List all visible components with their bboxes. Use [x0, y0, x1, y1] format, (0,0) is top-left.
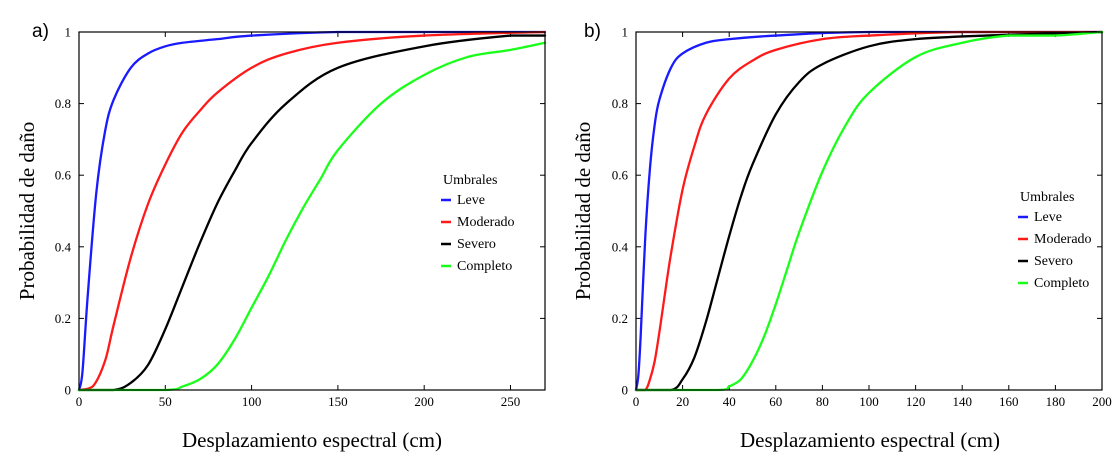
panel-a-x-tick-label: 250 — [501, 394, 521, 409]
panel-a-y-tick-label: 1 — [65, 25, 72, 40]
panel-b-x-axis-label: Desplazamiento espectral (cm) — [740, 428, 1000, 452]
panel-b-legend-label-moderado: Moderado — [1034, 232, 1092, 247]
panel-b-y-tick-label: 0 — [622, 383, 629, 398]
panel-a-legend-title: Umbrales — [443, 173, 497, 188]
panel-a-legend-label-leve: Leve — [457, 193, 485, 208]
panel-a-curve-moderado — [77, 30, 547, 392]
panel-a-plot-frame — [78, 31, 546, 391]
panel-b: b) Probabilidad de daño Desplazamiento e… — [571, 21, 1112, 452]
panel-b-y-axis-label: Probabilidad de daño — [571, 122, 595, 300]
panel-b-x-tick-label: 20 — [676, 394, 689, 409]
panel-b-y-tick-label: 0.2 — [612, 311, 628, 326]
panel-b-x-tick-label: 100 — [859, 394, 879, 409]
panel-b-legend-label-completo: Completo — [1034, 276, 1089, 291]
panel-a-y-tick-label: 0.2 — [55, 311, 71, 326]
panel-a-legend: Umbrales Leve Moderado Severo Completo — [441, 173, 515, 274]
panel-b-y-tick-label: 0.6 — [612, 168, 629, 183]
panel-b-x-tick-label: 180 — [1046, 394, 1066, 409]
panel-a-x-tick-label: 150 — [328, 394, 348, 409]
panel-a-curve-leve — [77, 30, 547, 392]
panel-a-curve-severo — [77, 34, 547, 392]
panel-b-x-tick-label: 200 — [1092, 394, 1112, 409]
panel-a-y-tick-label: 0.8 — [55, 96, 71, 111]
panel-a-x-tick-label: 50 — [159, 394, 172, 409]
panel-a-legend-label-severo: Severo — [457, 237, 496, 252]
panel-b-curve-leve — [634, 30, 1104, 392]
panel-b-legend-label-leve: Leve — [1034, 210, 1062, 225]
panel-a-legend-label-completo: Completo — [457, 259, 512, 274]
panel-b-legend-label-severo: Severo — [1034, 254, 1073, 269]
panel-b-x-tick-label: 80 — [816, 394, 829, 409]
panel-a-x-tick-label: 0 — [76, 394, 83, 409]
panel-a-y-tick-label: 0 — [65, 383, 72, 398]
panel-b-legend-title: Umbrales — [1020, 190, 1074, 205]
panel-b-letter: b) — [584, 21, 601, 42]
panel-b-x-tick-label: 40 — [723, 394, 736, 409]
panel-b-x-tick-label: 0 — [633, 394, 640, 409]
panel-a-x-tick-label: 100 — [242, 394, 262, 409]
panel-b-plot-frame — [635, 31, 1103, 391]
panel-a-y-axis-label: Probabilidad de daño — [15, 122, 39, 300]
panel-a-y-tick-label: 0.6 — [55, 168, 72, 183]
panel-b-legend: Umbrales Leve Moderado Severo Completo — [1018, 190, 1092, 291]
panel-b-curve-moderado — [634, 30, 1104, 392]
panel-b-y-tick-label: 0.4 — [612, 239, 629, 254]
panel-a: a) Probabilidad de daño Desplazamiento e… — [15, 21, 547, 452]
panel-b-y-tick-label: 1 — [622, 25, 629, 40]
panel-a-legend-label-moderado: Moderado — [457, 215, 515, 230]
panel-b-y-tick-label: 0.8 — [612, 96, 628, 111]
panel-b-x-tick-label: 140 — [952, 394, 972, 409]
panel-b-curve-completo — [634, 30, 1104, 392]
panel-a-x-axis-label: Desplazamiento espectral (cm) — [182, 428, 442, 452]
panel-a-curve-completo — [77, 41, 547, 392]
panel-b-x-tick-label: 160 — [999, 394, 1019, 409]
panel-a-y-tick-label: 0.4 — [55, 239, 72, 254]
panel-b-x-tick-label: 60 — [769, 394, 782, 409]
panel-b-x-tick-label: 120 — [906, 394, 926, 409]
panel-b-curve-severo — [634, 30, 1104, 392]
panel-a-x-tick-label: 200 — [414, 394, 434, 409]
panel-a-letter: a) — [32, 21, 49, 42]
